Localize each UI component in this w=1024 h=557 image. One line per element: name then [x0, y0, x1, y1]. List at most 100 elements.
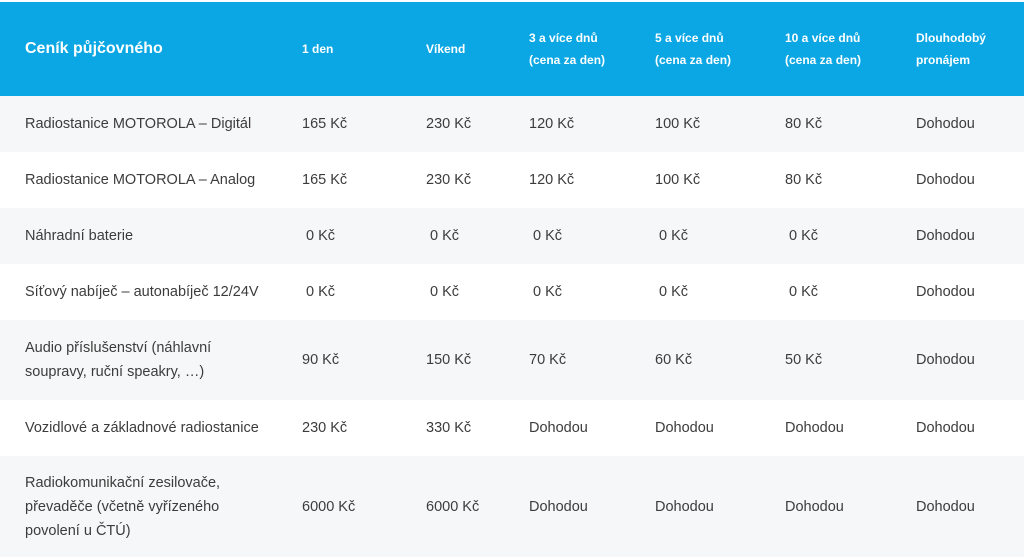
price-text: 100 Kč	[655, 172, 701, 188]
price-long-term: Dohodou	[916, 208, 1016, 264]
header-1-day: 1 den	[302, 2, 402, 96]
table-row: Náhradní baterie 0 Kč 0 Kč 0 Kč 0 Kč 0 K…	[0, 208, 1024, 264]
price-text: Dohodou	[785, 498, 844, 515]
price-10-days: 0 Kč	[785, 264, 895, 320]
price-3-days: 0 Kč	[529, 208, 639, 264]
price-5-days: Dohodou	[655, 400, 765, 456]
item-name: Radiostanice MOTOROLA – Analog	[25, 152, 275, 208]
price-3-days: 0 Kč	[529, 264, 639, 320]
price-weekend: 6000 Kč	[426, 456, 516, 557]
price-text: 120 Kč	[529, 116, 575, 132]
price-weekend: 230 Kč	[426, 152, 516, 208]
price-long-term: Dohodou	[916, 96, 1016, 152]
price-long-term: Dohodou	[916, 456, 1016, 557]
item-name: Vozidlové a základnové radiostanice	[25, 400, 275, 456]
price-1-day: 90 Kč	[302, 320, 402, 400]
price-weekend: 330 Kč	[426, 400, 516, 456]
price-1-day: 165 Kč	[302, 152, 402, 208]
header-10-days-text: 10 a více dnů (cena za den)	[785, 31, 862, 67]
item-name-text: Radiostanice MOTOROLA – Analog	[25, 172, 256, 188]
table-row: Radiostanice MOTOROLA – Analog 165 Kč 23…	[0, 152, 1024, 208]
price-5-days: 100 Kč	[655, 96, 765, 152]
item-name-text: Audio příslušenství (náhlavní soupravy, …	[25, 340, 212, 380]
price-10-days: 80 Kč	[785, 96, 895, 152]
price-text: 330 Kč	[426, 420, 472, 436]
price-10-days: 80 Kč	[785, 152, 895, 208]
table-row: Vozidlové a základnové radiostanice 230 …	[0, 400, 1024, 456]
price-text: 230 Kč	[426, 172, 472, 188]
price-text: Dohodou	[655, 498, 714, 515]
price-text: 0 Kč	[302, 228, 336, 244]
price-text: 80 Kč	[785, 172, 823, 188]
price-text: Dohodou	[655, 420, 714, 436]
price-text: 0 Kč	[426, 284, 460, 300]
header-3-days: 3 a více dnů (cena za den)	[529, 2, 639, 96]
price-3-days: Dohodou	[529, 400, 639, 456]
table-title: Ceník půjčovného	[25, 2, 275, 96]
price-weekend: 150 Kč	[426, 320, 516, 400]
table-row: Audio příslušenství (náhlavní soupravy, …	[0, 320, 1024, 400]
price-5-days: 0 Kč	[655, 264, 765, 320]
price-10-days: Dohodou	[785, 456, 895, 557]
price-text: 0 Kč	[529, 284, 563, 300]
item-name: Náhradní baterie	[25, 208, 275, 264]
price-text: 150 Kč	[426, 352, 472, 368]
item-name: Audio příslušenství (náhlavní soupravy, …	[25, 320, 275, 400]
price-10-days: Dohodou	[785, 400, 895, 456]
price-text: 0 Kč	[785, 228, 819, 244]
price-text: Dohodou	[916, 498, 975, 515]
price-text: 230 Kč	[302, 420, 348, 436]
price-text: 6000 Kč	[426, 498, 480, 515]
price-text: 0 Kč	[302, 284, 336, 300]
price-5-days: Dohodou	[655, 456, 765, 557]
header-long-term: Dlouhodobý pronájem	[916, 2, 1016, 96]
price-text: 0 Kč	[655, 228, 689, 244]
price-weekend: 230 Kč	[426, 96, 516, 152]
table-row: Radiokomunikační zesilovače, převaděče (…	[0, 456, 1024, 557]
price-text: Dohodou	[916, 352, 975, 368]
price-text: Dohodou	[529, 420, 588, 436]
price-3-days: Dohodou	[529, 456, 639, 557]
header-weekend-text: Víkend	[426, 42, 466, 56]
price-10-days: 50 Kč	[785, 320, 895, 400]
price-weekend: 0 Kč	[426, 264, 516, 320]
price-text: 120 Kč	[529, 172, 575, 188]
price-5-days: 0 Kč	[655, 208, 765, 264]
price-text: Dohodou	[785, 420, 844, 436]
price-1-day: 0 Kč	[302, 208, 402, 264]
price-text: 230 Kč	[426, 116, 472, 132]
price-1-day: 230 Kč	[302, 400, 402, 456]
price-5-days: 60 Kč	[655, 320, 765, 400]
price-text: 0 Kč	[529, 228, 563, 244]
price-5-days: 100 Kč	[655, 152, 765, 208]
price-text: 50 Kč	[785, 352, 823, 368]
price-weekend: 0 Kč	[426, 208, 516, 264]
price-text: 100 Kč	[655, 116, 701, 132]
header-1-day-text: 1 den	[302, 42, 334, 56]
price-text: 6000 Kč	[302, 498, 356, 515]
price-text: 0 Kč	[426, 228, 460, 244]
price-text: 80 Kč	[785, 116, 823, 132]
price-text: 60 Kč	[655, 352, 693, 368]
price-10-days: 0 Kč	[785, 208, 895, 264]
item-name: Radiostanice MOTOROLA – Digitál	[25, 96, 275, 152]
price-long-term: Dohodou	[916, 264, 1016, 320]
price-text: 90 Kč	[302, 352, 340, 368]
item-name-text: Vozidlové a základnové radiostanice	[25, 420, 259, 436]
item-name-text: Síťový nabíječ – autonabíječ 12/24V	[25, 284, 259, 300]
price-3-days: 70 Kč	[529, 320, 639, 400]
table-title-text: Ceník půjčovného	[25, 40, 163, 57]
price-long-term: Dohodou	[916, 320, 1016, 400]
price-text: Dohodou	[916, 420, 975, 436]
item-name-text: Náhradní baterie	[25, 228, 134, 244]
item-name: Radiokomunikační zesilovače, převaděče (…	[25, 456, 275, 557]
item-name: Síťový nabíječ – autonabíječ 12/24V	[25, 264, 275, 320]
item-name-text: Radiostanice MOTOROLA – Digitál	[25, 116, 252, 132]
price-text: Dohodou	[916, 284, 975, 300]
price-long-term: Dohodou	[916, 400, 1016, 456]
header-long-term-text: Dlouhodobý pronájem	[916, 31, 986, 67]
header-3-days-text: 3 a více dnů (cena za den)	[529, 31, 606, 67]
price-1-day: 6000 Kč	[302, 456, 402, 557]
table-row: Síťový nabíječ – autonabíječ 12/24V 0 Kč…	[0, 264, 1024, 320]
